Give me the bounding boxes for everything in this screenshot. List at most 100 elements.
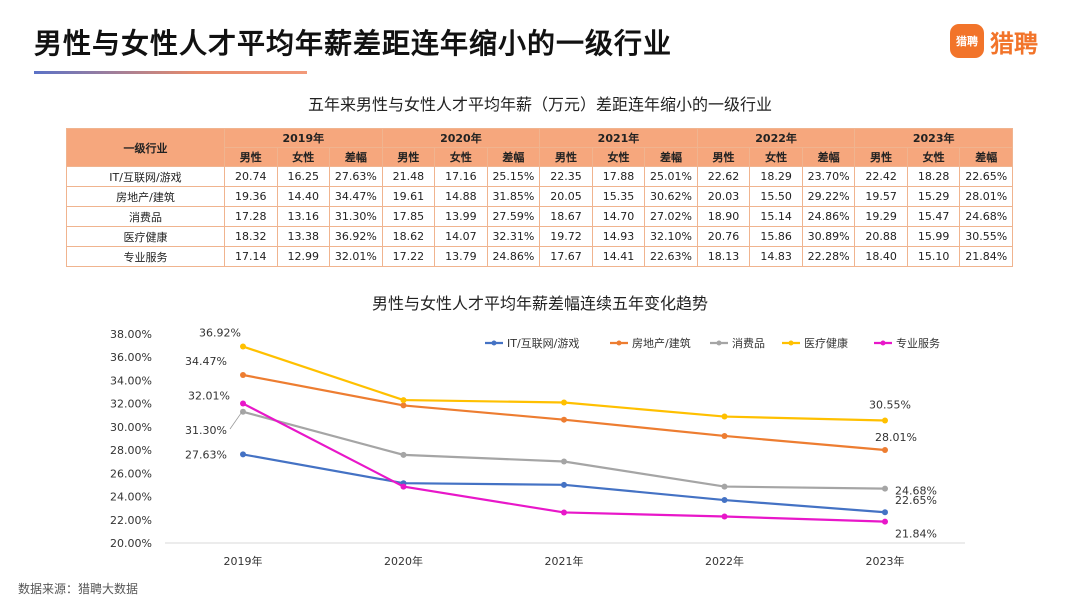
industry-cell: 消费品 — [66, 206, 225, 227]
sub-header: 差幅 — [959, 147, 1013, 167]
industry-header: 一级行业 — [66, 128, 225, 167]
series-point — [882, 509, 888, 516]
value-cell: 15.86 — [749, 226, 803, 247]
value-cell: 24.68% — [959, 206, 1013, 227]
table-row: 专业服务 17.14 12.99 32.01% 17.22 13.79 24.86% 17.6… — [66, 246, 1013, 267]
value-cell: 14.40 — [276, 186, 331, 207]
x-tick-label: 2021年 — [545, 554, 584, 568]
series-point — [882, 446, 888, 453]
logo-text: 猎聘 — [990, 29, 1038, 58]
table-year-header-row: 一级行业 2019年 2020年 2021年 2022年 2023年 — [66, 128, 1013, 167]
x-tick-label: 2022年 — [705, 554, 744, 568]
value-cell: 30.55% — [959, 226, 1013, 247]
value-cell: 23.70% — [801, 166, 856, 187]
value-cell: 18.32 — [224, 226, 278, 247]
value-cell: 20.05 — [539, 186, 593, 207]
data-label: 31.30% — [185, 424, 227, 437]
value-cell: 17.22 — [381, 246, 436, 267]
data-source-note: 数据来源：猎聘大数据 — [18, 582, 139, 596]
value-cell: 22.62 — [696, 166, 751, 187]
series-point — [400, 402, 407, 409]
legend-marker — [716, 340, 722, 346]
series-point — [721, 483, 728, 490]
value-cell: 14.70 — [591, 206, 646, 227]
sub-header: 男性 — [381, 147, 436, 167]
series-point — [400, 483, 407, 490]
industry-cell: 医疗健康 — [66, 226, 225, 247]
series-point — [240, 371, 246, 378]
series-point — [561, 509, 567, 516]
legend-label: 医疗健康 — [804, 336, 848, 350]
value-cell: 13.99 — [434, 206, 488, 227]
value-cell: 32.31% — [486, 226, 541, 247]
value-cell: 19.61 — [381, 186, 436, 207]
y-tick-label: 32.00% — [110, 398, 152, 411]
series-point — [240, 400, 246, 407]
year-header: 2023年 — [854, 128, 1013, 148]
value-cell: 14.07 — [434, 226, 488, 247]
series-point — [400, 397, 407, 404]
leader-line — [229, 411, 243, 430]
series-point — [882, 485, 888, 492]
value-cell: 14.93 — [591, 226, 646, 247]
value-cell: 19.29 — [854, 206, 908, 227]
y-tick-label: 38.00% — [110, 328, 152, 341]
legend-marker — [880, 340, 886, 346]
value-cell: 13.79 — [434, 246, 488, 267]
series-line — [242, 410, 886, 490]
series-point — [721, 432, 728, 439]
sub-header: 男性 — [854, 147, 908, 167]
data-label: 30.55% — [869, 399, 911, 412]
legend-label: IT/互联网/游戏 — [507, 337, 579, 350]
value-cell: 27.02% — [644, 206, 698, 227]
value-cell: 29.22% — [801, 186, 856, 207]
legend-marker — [616, 340, 622, 346]
value-cell: 25.01% — [644, 166, 698, 187]
y-tick-label: 26.00% — [110, 467, 152, 480]
value-cell: 20.03 — [696, 186, 751, 207]
sub-header: 男性 — [539, 147, 593, 167]
year-header: 2020年 — [381, 128, 541, 148]
series-line — [242, 345, 886, 422]
value-cell: 22.28% — [801, 246, 856, 267]
value-cell: 28.01% — [959, 186, 1013, 207]
sub-header: 男性 — [224, 147, 278, 167]
value-cell: 32.10% — [644, 226, 698, 247]
value-cell: 25.15% — [486, 166, 541, 187]
series-point — [400, 451, 407, 458]
data-label: 28.01% — [875, 431, 917, 444]
x-tick-label: 2019年 — [224, 554, 263, 568]
value-cell: 15.35 — [591, 186, 646, 207]
page-title: 男性与女性人才平均年薪差距连年缩小的一级行业 — [34, 27, 673, 60]
value-cell: 18.29 — [749, 166, 803, 187]
value-cell: 32.01% — [329, 246, 383, 267]
value-cell: 22.35 — [539, 166, 593, 187]
value-cell: 17.67 — [539, 246, 593, 267]
industry-cell: 房地产/建筑 — [66, 186, 225, 207]
data-label: 24.68% — [895, 485, 937, 498]
x-tick-label: 2023年 — [866, 554, 905, 568]
y-tick-label: 36.00% — [110, 351, 152, 364]
chart-title: 男性与女性人才平均年薪差幅连续五年变化趋势 — [371, 294, 708, 313]
value-cell: 24.86% — [486, 246, 541, 267]
value-cell: 20.74 — [224, 166, 278, 187]
line-chart: 20.00% 22.00% 24.00% 26.00% 28.00% 30.00% 32.0… — [110, 327, 965, 568]
value-cell: 22.42 — [854, 166, 908, 187]
value-cell: 21.48 — [381, 166, 436, 187]
industry-cell: IT/互联网/游戏 — [66, 166, 225, 187]
value-cell: 27.63% — [329, 166, 383, 187]
value-cell: 16.25 — [276, 166, 331, 187]
data-label: 34.47% — [185, 355, 227, 368]
value-cell: 19.36 — [224, 186, 278, 207]
legend-label: 房地产/建筑 — [632, 336, 691, 350]
value-cell: 17.28 — [224, 206, 278, 227]
series-point — [240, 451, 246, 458]
value-cell: 19.57 — [854, 186, 908, 207]
sub-header: 女性 — [591, 147, 646, 167]
series-point — [561, 416, 567, 423]
brand-logo: 猎聘 猎聘 — [950, 24, 1038, 58]
data-label: 21.84% — [895, 528, 937, 541]
series-point — [240, 408, 246, 415]
value-cell: 30.89% — [801, 226, 856, 247]
sub-header: 女性 — [749, 147, 803, 167]
